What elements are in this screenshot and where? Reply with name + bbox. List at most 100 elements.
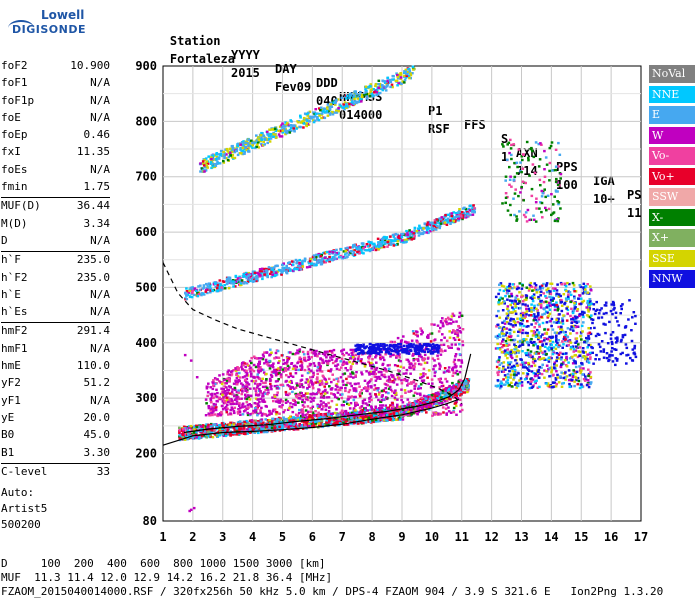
echo-point — [441, 333, 444, 336]
echo-point — [437, 330, 441, 333]
echo-point — [182, 432, 185, 435]
echo-point — [366, 249, 370, 252]
echo-point — [260, 267, 264, 270]
echo-point — [261, 353, 265, 356]
echo-point — [392, 353, 395, 357]
echo-point — [433, 227, 436, 231]
echo-point — [410, 235, 414, 238]
param-value: 235.0 — [76, 270, 110, 284]
header-title: PPS — [556, 160, 578, 174]
echo-point — [243, 385, 247, 388]
echo-point — [349, 420, 353, 423]
echo-point — [328, 385, 331, 388]
echo-point — [389, 404, 392, 407]
echo-point — [461, 214, 465, 217]
echo-point — [409, 236, 413, 240]
ionospheric-parameters: foF2 10.900 foF1 N/A foF1p N/A foE N/A foEp 0.46 f… — [1, 59, 110, 482]
echo-point — [419, 387, 422, 390]
echo-point — [318, 417, 321, 420]
echo-point — [240, 365, 243, 369]
echo-point — [451, 217, 455, 221]
echo-point — [260, 422, 264, 426]
echo-point — [362, 351, 366, 355]
echo-point — [333, 255, 336, 259]
echo-point — [201, 431, 205, 434]
param-row: yE 20.0 — [1, 411, 110, 428]
echo-point — [387, 367, 391, 371]
echo-point — [311, 417, 315, 420]
echo-point — [258, 268, 262, 271]
echo-point — [460, 408, 464, 412]
echo-point — [392, 408, 395, 411]
echo-point — [207, 435, 210, 438]
echo-point — [241, 390, 244, 393]
echo-point — [424, 346, 428, 349]
echo-point — [289, 379, 293, 383]
echo-point — [412, 412, 416, 415]
echo-point — [204, 425, 208, 428]
echo-point — [332, 378, 336, 381]
echo-point — [369, 342, 372, 346]
y-tick-label: 500 — [135, 280, 157, 294]
echo-point — [405, 410, 408, 413]
echo-point — [393, 364, 397, 367]
echo-point — [312, 422, 316, 426]
echo-point — [449, 411, 453, 414]
echo-point — [230, 421, 234, 425]
echo-point — [178, 426, 181, 429]
echo-point — [422, 374, 425, 378]
echo-point — [256, 376, 260, 379]
echo-point — [356, 411, 359, 414]
echo-point — [259, 391, 262, 394]
echo-point — [352, 407, 356, 411]
echo-point — [206, 394, 209, 398]
echo-point — [456, 334, 460, 337]
echo-point — [269, 426, 272, 430]
echo-point — [422, 398, 425, 401]
echo-point — [340, 396, 344, 400]
echo-point — [249, 387, 252, 390]
echo-point — [276, 387, 279, 390]
echo-point — [270, 375, 274, 378]
echo-point — [242, 426, 246, 429]
echo-point — [219, 414, 222, 417]
echo-point — [276, 423, 279, 426]
echo-point — [235, 396, 239, 399]
param-value: 3.30 — [83, 445, 111, 459]
echo-point — [324, 412, 327, 416]
echo-point — [195, 425, 199, 429]
echo-point — [367, 371, 371, 374]
echo-point — [283, 418, 286, 421]
echo-point — [274, 351, 278, 355]
echo-point — [370, 416, 373, 420]
echo-point — [312, 399, 315, 402]
echo-point — [342, 404, 345, 407]
echo-point — [392, 244, 396, 247]
echo-point — [306, 392, 309, 395]
echo-point — [273, 384, 277, 388]
echo-point — [368, 248, 371, 251]
echo-point — [301, 419, 304, 422]
echo-point — [383, 343, 386, 346]
echo-point — [380, 406, 384, 410]
echo-point — [463, 381, 466, 384]
echo-point — [301, 412, 304, 415]
echo-point — [189, 424, 193, 428]
echo-point — [246, 273, 249, 276]
param-label: hmF1 — [1, 341, 28, 355]
echo-point — [417, 403, 421, 407]
echo-point — [326, 353, 330, 357]
echo-point — [371, 419, 374, 422]
echo-point — [280, 273, 283, 276]
echo-point — [216, 289, 220, 293]
echo-point — [349, 375, 353, 378]
echo-point — [458, 343, 461, 346]
echo-point — [320, 108, 324, 111]
echo-point — [304, 392, 308, 395]
echo-point — [457, 338, 461, 341]
echo-point — [412, 403, 415, 406]
echo-point — [251, 146, 254, 149]
echo-point — [325, 391, 329, 394]
echo-point — [281, 403, 284, 407]
echo-point — [257, 394, 260, 397]
